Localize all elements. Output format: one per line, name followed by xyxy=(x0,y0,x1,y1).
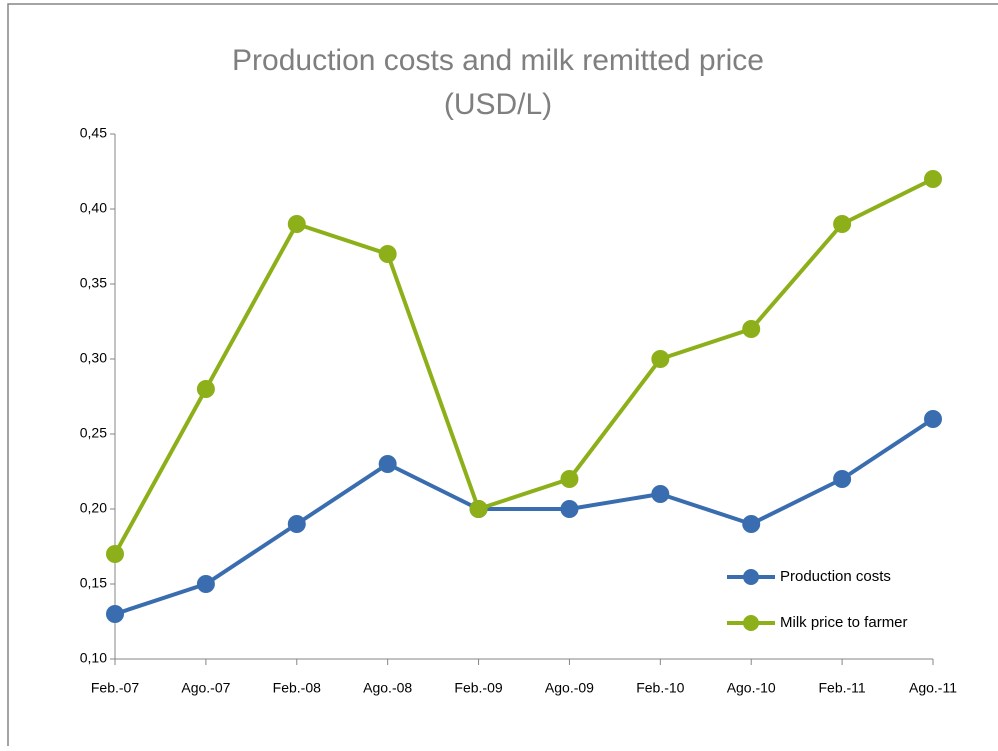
y-tick-label: 0,15 xyxy=(80,575,107,591)
x-tick-label: Feb.-10 xyxy=(636,680,684,696)
x-tick-label: Ago.-09 xyxy=(545,680,594,696)
x-tick-label: Ago.-11 xyxy=(909,680,957,696)
data-point xyxy=(106,605,124,623)
legend-label: Production costs xyxy=(780,568,891,585)
y-tick-label: 0,10 xyxy=(80,650,107,666)
chart-frame xyxy=(7,3,998,751)
data-point xyxy=(833,470,852,488)
data-point xyxy=(924,410,942,428)
x-tick-label: Feb.-08 xyxy=(273,680,321,696)
x-tick-label: Ago.-08 xyxy=(363,680,412,696)
data-point xyxy=(287,515,306,533)
legend-marker xyxy=(743,615,759,631)
y-tick-label: 0,45 xyxy=(80,125,107,141)
legend-label: Milk price to farmer xyxy=(780,614,908,631)
data-point xyxy=(833,215,852,233)
chart-title: Production costs and milk remitted price xyxy=(232,44,764,77)
y-tick-label: 0,35 xyxy=(80,275,107,291)
data-point xyxy=(651,350,670,368)
data-point xyxy=(196,575,215,593)
series-line xyxy=(113,177,934,555)
data-point xyxy=(287,215,306,233)
data-point xyxy=(469,500,488,518)
y-tick-label: 0,25 xyxy=(80,425,107,441)
y-tick-label: 0,40 xyxy=(80,200,107,216)
x-tick-label: Feb.-07 xyxy=(91,680,139,696)
data-point xyxy=(742,515,761,533)
data-point xyxy=(106,545,124,563)
x-tick-label: Feb.-09 xyxy=(454,680,502,696)
x-tick-label: Ago.-07 xyxy=(181,680,230,696)
data-point xyxy=(924,170,942,188)
data-point xyxy=(560,500,579,518)
data-point xyxy=(196,380,215,398)
chart-title: (USD/L) xyxy=(444,88,552,121)
y-tick-label: 0,30 xyxy=(80,350,107,366)
data-point xyxy=(651,485,670,503)
data-point xyxy=(378,455,397,473)
x-tick-label: Ago.-10 xyxy=(727,680,776,696)
data-point xyxy=(560,470,579,488)
y-tick-label: 0,20 xyxy=(80,500,107,516)
x-tick-label: Feb.-11 xyxy=(819,680,866,696)
data-point xyxy=(378,245,397,263)
legend-marker xyxy=(743,569,759,585)
data-point xyxy=(742,320,761,338)
series-line xyxy=(114,417,935,616)
